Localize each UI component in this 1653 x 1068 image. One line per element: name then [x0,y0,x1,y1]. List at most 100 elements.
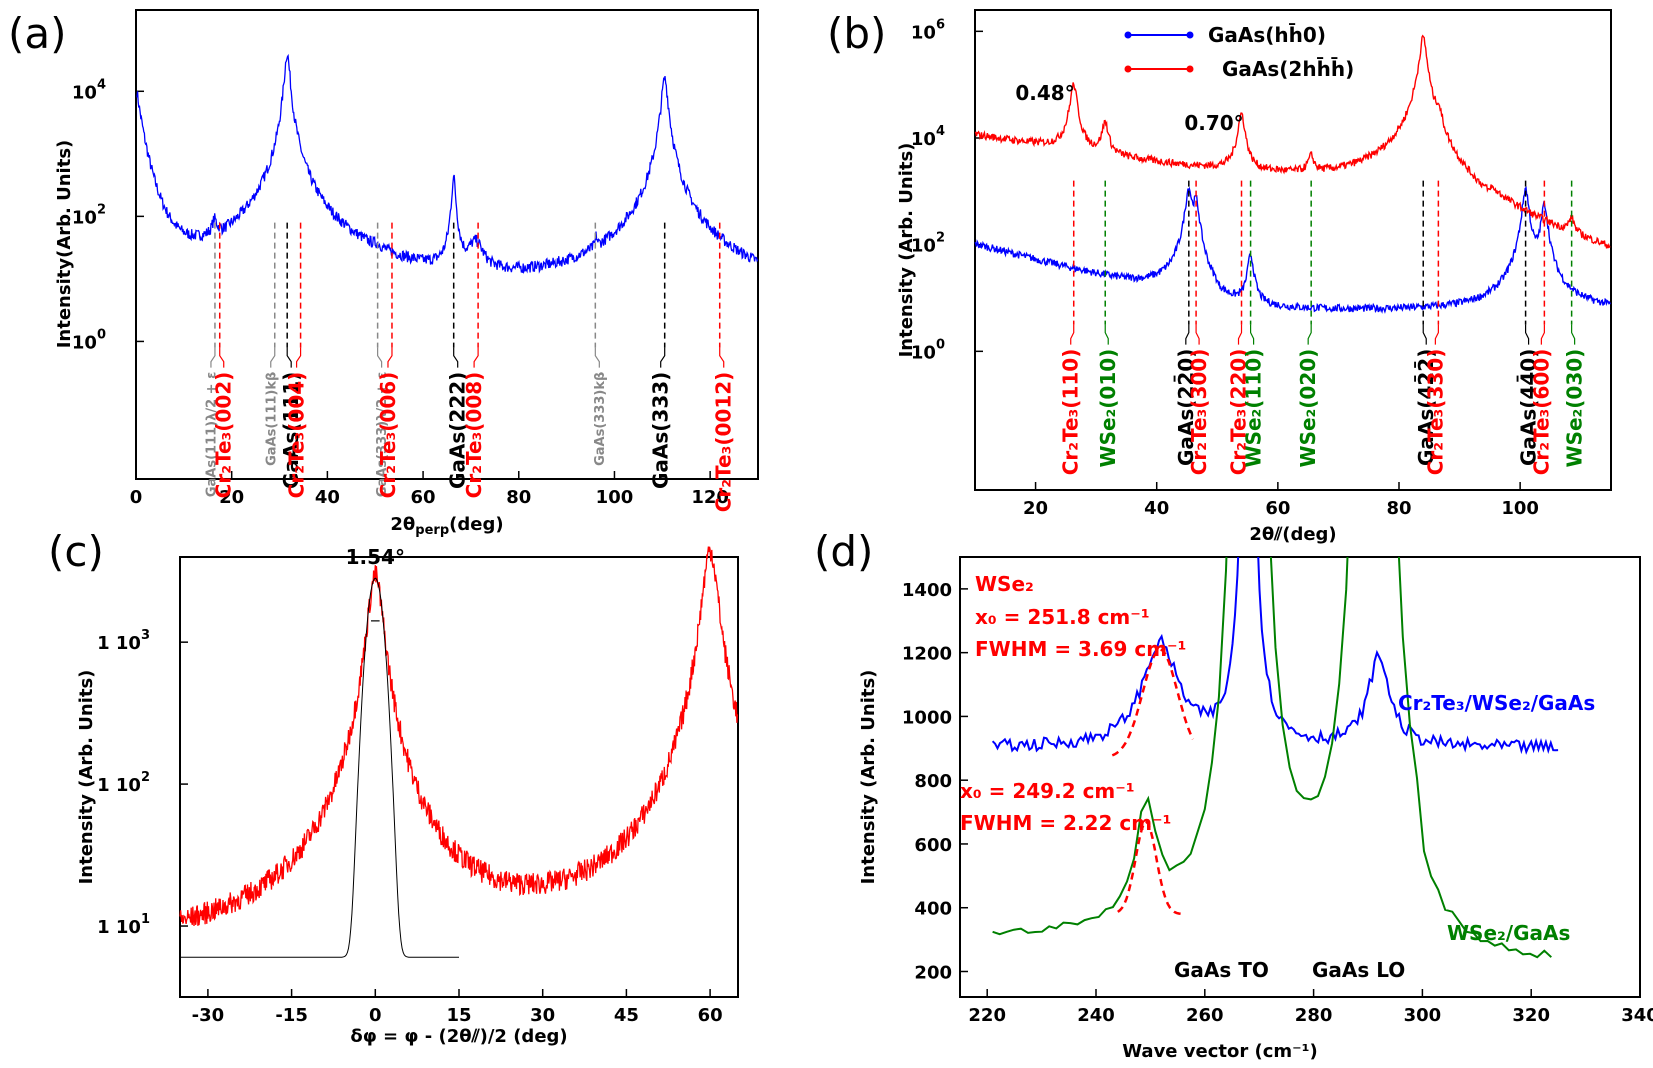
x-tick-label: 60 [411,487,436,508]
peak-leader [219,347,225,368]
xlabel-a: 2θperp(deg) [390,514,503,538]
x-tick-label: 20 [1023,498,1048,519]
peak-label: Cr₂Te₃(300) [1187,349,1211,476]
annotation-label-green: WSe₂/GaAs [1447,921,1570,945]
y-tick-label: 200 [914,962,952,983]
ylabel-d: Intensity (Arb. Units) [858,670,879,885]
peak-label: WSe₂(030) [1563,349,1587,468]
xlabel-c: δφ = φ - (2θ⫽)/2 (deg) [350,1026,567,1047]
peak-label: Cr₂Te₃(330) [1423,349,1447,476]
annotation-gaas-to: GaAs TO [1174,958,1269,982]
ylabel-a: Intensity(Arb. Units) [54,140,75,349]
series-line-phi [179,546,739,927]
annotation-wse2-title: WSe₂ [975,572,1034,596]
annotation-gaas-lo: GaAs LO [1312,958,1405,982]
peak-leader [1571,324,1576,345]
legend-label: GaAs(2hh̄h̄) [1222,57,1354,81]
peak-leader [1422,324,1427,345]
x-tick-label: 60 [698,1005,723,1026]
peak-label: GaAs(333)kβ [593,372,608,466]
axes-frame-a [135,9,759,480]
annotation-fit2-fwhm: FWHM = 2.22 cm⁻¹ [960,811,1171,835]
peak-leader [1070,324,1075,345]
peak-leader [453,347,459,368]
annotation-fit1-x0: x₀ = 251.8 cm⁻¹ [975,605,1150,629]
y-tick-label: 1000 [902,707,952,728]
y-tick-label: 400 [914,899,952,920]
peak-label: WSe₂(110) [1242,349,1266,468]
x-tick-label: 100 [596,487,634,508]
x-tick-label: 340 [1621,1005,1653,1026]
series-line-1 [974,34,1611,249]
peak-label: Cr₂Te₃(110) [1059,349,1083,476]
y-tick-label: 600 [914,835,952,856]
panel-c: -30 -15 0 15 30 45 60 1 101 1 102 1 103 1.54° [97,545,739,1026]
annotation-fit2-x0: x₀ = 249.2 cm⁻¹ [960,779,1135,803]
peak-label: GaAs(333) [649,372,673,489]
x-tick-label: 40 [1144,498,1169,519]
x-tick-label: 45 [614,1005,639,1026]
x-tick-label: 80 [1386,498,1411,519]
x-tick-label: -15 [275,1005,308,1026]
ylabel-c: Intensity (Arb. Units) [76,670,97,885]
x-tick-label: 0 [369,1005,382,1026]
annotation-fwhm-2: 0.70° [1184,111,1243,135]
peak-label: GaAs(22̄0) [1174,349,1198,466]
peak-leader [1434,324,1439,345]
ylabel-b: Intensity (Arb. Units) [896,143,917,358]
x-tick-label: 260 [1186,1005,1224,1026]
legend-marker [1124,65,1132,73]
peak-label: Cr₂Te₃(600) [1529,349,1553,476]
legend-label: GaAs(hh̄0) [1208,23,1326,47]
panel-label-b: (b) [827,9,886,58]
peak-leader [1307,324,1312,345]
annotation-label-blue: Cr₂Te₃/WSe₂/GaAs [1398,691,1595,715]
peak-label: GaAs(111) [279,372,303,489]
peak-label: GaAs(222) [446,372,470,489]
peak-label: Cr₂Te₃(002) [212,372,236,499]
axes-frame-d [959,556,1641,998]
x-tick-label: 80 [506,487,531,508]
legend-marker [1186,65,1194,73]
peak-leader [1195,324,1200,345]
x-tick-label: 240 [1077,1005,1115,1026]
peak-leader [594,347,600,368]
peak-label: Cr₂Te₃(006) [376,372,400,499]
peak-label: Cr₂Te₃(0012) [712,372,736,513]
x-tick-label: 30 [530,1005,555,1026]
legend-marker [1124,31,1132,39]
peak-label: GaAs(44̄0) [1517,349,1541,466]
panel-label-c: (c) [48,527,104,576]
panel-label-a: (a) [8,9,67,58]
y-tick-label: 102 [72,202,106,228]
peak-leader [1524,324,1530,345]
y-tick-label: 1 103 [97,628,150,654]
x-tick-label: 120 [691,487,729,508]
fit-curve-2 [1117,819,1182,916]
fit-curve-1 [1111,648,1194,757]
peak-leader [1540,324,1545,345]
peak-leader [286,347,292,368]
series-line-green [992,557,1552,959]
peak-label: GaAs(42̄2̄) [1414,349,1438,466]
x-tick-label: 15 [446,1005,471,1026]
x-tick-label: 40 [315,487,340,508]
series-line-scan [136,53,759,275]
series-line-0 [974,186,1611,314]
y-tick-label: 1200 [902,644,952,665]
panel-label-d: (d) [814,527,873,576]
y-tick-label: 100 [72,327,106,353]
peak-label: GaAs(111)λ/2 + ε [204,372,219,497]
y-tick-label: 800 [914,771,952,792]
x-tick-label: 220 [968,1005,1006,1026]
xlabel-b: 2θ⫽(deg) [1249,524,1336,545]
y-tick-label: 106 [911,17,945,43]
peak-leader [473,347,479,368]
peak-label: Cr₂Te₃(004) [285,372,309,499]
peak-leader [387,347,393,368]
fit-curve [180,577,459,958]
peak-label: Cr₂Te₃(008) [462,372,486,499]
peak-label: GaAs(333)λ/2 + ε [375,372,390,497]
